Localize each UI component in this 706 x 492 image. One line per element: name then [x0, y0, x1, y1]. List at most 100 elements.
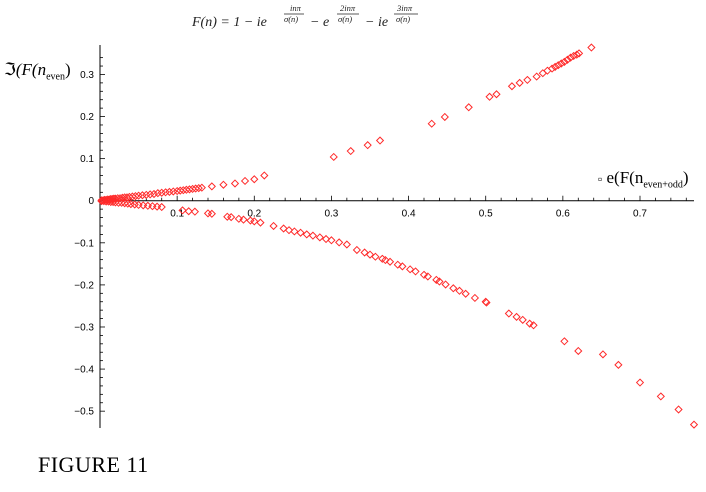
- data-point: [518, 315, 527, 324]
- data-point: [227, 213, 236, 222]
- data-point: [157, 202, 166, 212]
- data-point: [190, 207, 199, 216]
- x-tick-label: 0.6: [556, 209, 570, 220]
- data-point: [363, 141, 372, 150]
- data-point: [111, 198, 120, 207]
- data-point: [360, 248, 369, 257]
- y-tick-label: −0.2: [74, 280, 94, 291]
- data-point: [560, 57, 569, 66]
- data-point: [563, 55, 572, 64]
- data-point: [371, 252, 380, 261]
- data-point: [385, 257, 395, 266]
- y-tick-label: −0.4: [74, 365, 94, 376]
- data-point: [179, 186, 188, 195]
- data-point: [321, 234, 331, 244]
- data-point: [134, 191, 143, 200]
- data-point: [515, 78, 524, 87]
- data-point: [342, 240, 351, 249]
- formula-exp1-num: inπ: [290, 3, 302, 13]
- data-point: [157, 188, 166, 197]
- x-tick-label: 0.7: [633, 209, 647, 220]
- data-point: [547, 64, 557, 73]
- data-point: [178, 206, 187, 215]
- data-point: [335, 238, 344, 247]
- data-point: [308, 231, 318, 240]
- data-point: [114, 198, 123, 207]
- data-point: [131, 191, 140, 201]
- data-point: [507, 82, 517, 91]
- data-point: [143, 201, 152, 210]
- x-axis-symbol: ▫: [598, 172, 603, 186]
- y-axis-main: (F(n: [15, 60, 47, 79]
- data-point: [123, 199, 132, 208]
- data-point: [284, 226, 294, 235]
- data-point: [269, 221, 278, 231]
- axes: 0.3 0.2 0.1 0 −0.1 −0.2 −0.3 −0.4 −0.5 0.1 0.2 0.3 0…: [74, 45, 694, 428]
- x-tick-label: 0.5: [479, 209, 493, 220]
- data-point: [169, 187, 178, 196]
- data-point: [470, 293, 480, 303]
- data-point: [375, 136, 385, 145]
- data-point: [302, 230, 311, 239]
- data-point: [125, 192, 134, 202]
- data-point: [327, 236, 336, 245]
- data-point: [419, 270, 429, 279]
- formula-exp1-den: σ(n): [284, 14, 298, 24]
- data-point: [551, 62, 560, 71]
- data-point: [411, 267, 420, 276]
- data-point: [455, 286, 464, 295]
- data-point: [614, 360, 623, 369]
- data-point: [197, 183, 206, 192]
- data-point: [674, 405, 683, 414]
- data-point: [525, 319, 534, 328]
- data-point: [138, 191, 147, 200]
- data-point: [315, 233, 324, 242]
- data-point: [329, 152, 338, 162]
- data-point: [296, 228, 305, 237]
- data-point: [543, 66, 552, 75]
- data-point: [256, 218, 265, 227]
- data-point: [165, 187, 174, 196]
- data-point: [512, 312, 521, 321]
- x-tick-label: 0.3: [324, 209, 338, 220]
- data-point: [566, 53, 575, 62]
- data-point: [560, 337, 569, 346]
- data-point: [176, 186, 185, 195]
- data-point: [461, 289, 470, 298]
- data-point: [557, 59, 566, 68]
- formula-graphic: F(n) = 1 − ie inπ σ(n) − e 2inπ σ(n) − i…: [191, 3, 418, 30]
- x-axis-main: e(F(n: [606, 168, 644, 187]
- formula-minus: − e: [310, 15, 329, 30]
- data-point: [149, 189, 159, 199]
- data-point: [587, 43, 596, 52]
- data-point: [554, 61, 563, 70]
- y-tick-label: −0.3: [74, 322, 94, 333]
- data-point: [393, 260, 402, 269]
- chart-title-formula: F(n) = 1 − ie inπ σ(n) − e 2inπ σ(n) − i…: [0, 0, 706, 40]
- data-point: [485, 92, 494, 101]
- data-point: [146, 190, 155, 199]
- y-tick-label: 0.1: [80, 154, 94, 165]
- data-point: [398, 262, 407, 271]
- x-tick-label: 0.4: [402, 209, 416, 220]
- x-axis-label: ▫ e(F(neven+odd): [598, 168, 689, 190]
- data-point: [656, 392, 665, 401]
- data-point: [182, 185, 191, 194]
- data-point: [250, 217, 259, 226]
- data-point: [572, 50, 581, 59]
- data-point: [173, 186, 182, 196]
- data-point: [191, 184, 200, 193]
- data-point: [194, 183, 203, 193]
- y-tick-label: 0: [88, 196, 94, 207]
- data-point: [185, 185, 194, 194]
- data-point: [492, 90, 501, 99]
- data-point: [207, 182, 216, 191]
- data-point: [240, 176, 250, 186]
- formula-minus2: − ie: [365, 15, 388, 30]
- data-markers: [97, 43, 699, 429]
- data-point: [109, 197, 118, 207]
- data-point: [427, 119, 436, 128]
- data-point: [188, 184, 197, 194]
- x-tick-label: 0.2: [247, 209, 261, 220]
